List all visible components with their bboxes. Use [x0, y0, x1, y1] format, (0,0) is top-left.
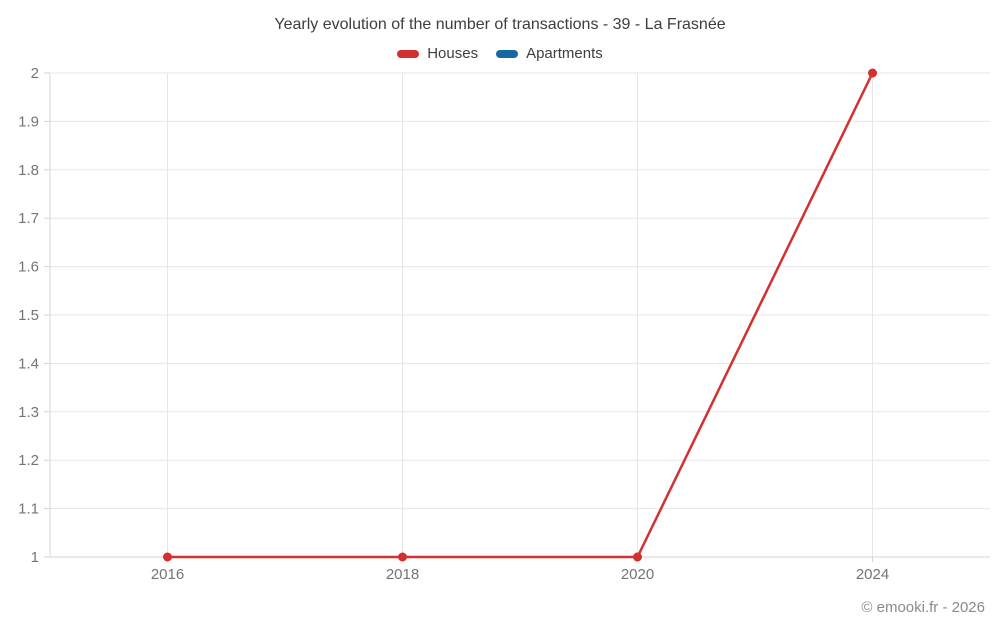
legend-item-apartments[interactable]: Apartments	[496, 45, 603, 62]
x-tick-label: 2024	[856, 566, 889, 583]
houses-series-swatch-icon	[397, 49, 420, 58]
y-tick-label: 1.8	[18, 162, 39, 179]
copyright-footer: © emooki.fr - 2026	[861, 599, 985, 616]
apartments-series-swatch-icon	[496, 49, 519, 58]
x-tick-label: 2016	[151, 566, 184, 583]
data-point-houses	[868, 68, 877, 78]
data-point-houses	[398, 552, 407, 562]
x-tick-label: 2020	[621, 566, 654, 583]
y-tick-label: 1.6	[18, 259, 39, 276]
chart-legend: Houses Apartments	[0, 45, 1000, 62]
y-tick-label: 2	[31, 65, 39, 82]
y-tick-label: 1	[31, 549, 39, 566]
legend-item-houses[interactable]: Houses	[397, 45, 478, 62]
y-tick-label: 1.4	[18, 355, 39, 372]
legend-label-apartments: Apartments	[526, 45, 603, 62]
x-tick-label: 2018	[386, 566, 419, 583]
y-tick-label: 1.3	[18, 404, 39, 421]
y-tick-label: 1.1	[18, 501, 39, 518]
y-tick-label: 1.5	[18, 307, 39, 324]
y-tick-label: 1.7	[18, 210, 39, 227]
data-point-houses	[163, 552, 172, 562]
legend-label-houses: Houses	[427, 45, 479, 62]
chart-title: Yearly evolution of the number of transa…	[274, 16, 726, 33]
y-tick-label: 1.9	[18, 113, 39, 130]
y-tick-label: 1.2	[18, 452, 39, 469]
data-point-houses	[633, 552, 642, 562]
series-line-houses	[166, 71, 874, 559]
